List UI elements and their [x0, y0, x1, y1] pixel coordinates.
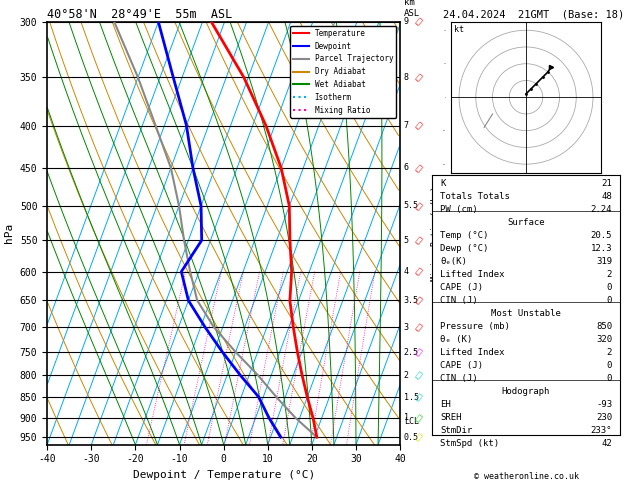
Text: ≫: ≫: [414, 432, 423, 442]
Text: ≫: ≫: [414, 413, 423, 423]
Text: ≫: ≫: [414, 235, 423, 245]
Text: 20.5: 20.5: [591, 231, 612, 240]
Text: 2: 2: [404, 371, 409, 380]
Text: StmDir: StmDir: [440, 426, 472, 435]
Text: θₑ (K): θₑ (K): [440, 335, 472, 344]
Text: 8: 8: [266, 445, 270, 450]
Text: 0.5: 0.5: [404, 433, 419, 442]
Text: StmSpd (kt): StmSpd (kt): [440, 439, 499, 448]
Text: CIN (J): CIN (J): [440, 374, 477, 383]
Text: 6: 6: [248, 445, 252, 450]
Text: Dewp (°C): Dewp (°C): [440, 244, 488, 253]
Text: ≫: ≫: [414, 163, 423, 173]
Text: ≫: ≫: [414, 295, 423, 306]
Text: 25: 25: [343, 445, 350, 450]
Text: Most Unstable: Most Unstable: [491, 309, 561, 318]
Text: Lifted Index: Lifted Index: [440, 270, 504, 279]
Text: 12.3: 12.3: [591, 244, 612, 253]
Text: Lifted Index: Lifted Index: [440, 348, 504, 357]
Text: 3: 3: [205, 445, 209, 450]
Text: km
ASL: km ASL: [404, 0, 420, 17]
Text: 2.5: 2.5: [404, 347, 419, 357]
Text: ≫: ≫: [414, 121, 423, 131]
Text: CAPE (J): CAPE (J): [440, 361, 483, 370]
Text: 2.24: 2.24: [591, 205, 612, 214]
Text: -93: -93: [596, 400, 612, 409]
Text: PW (cm): PW (cm): [440, 205, 477, 214]
Text: 10: 10: [279, 445, 287, 450]
Text: ≫: ≫: [414, 266, 423, 277]
Text: θₑ(K): θₑ(K): [440, 257, 467, 266]
Text: 2: 2: [607, 348, 612, 357]
Text: 0: 0: [607, 361, 612, 370]
Text: 1.5: 1.5: [404, 393, 419, 401]
Text: 2: 2: [182, 445, 186, 450]
Text: LCL: LCL: [404, 417, 419, 426]
Text: 1: 1: [404, 413, 409, 422]
Text: 0: 0: [607, 296, 612, 305]
Text: Temp (°C): Temp (°C): [440, 231, 488, 240]
Text: 2: 2: [607, 270, 612, 279]
Text: 319: 319: [596, 257, 612, 266]
Text: 15: 15: [306, 445, 314, 450]
Text: 1: 1: [145, 445, 148, 450]
Text: 7: 7: [404, 121, 409, 130]
Text: 5.5: 5.5: [404, 201, 419, 210]
Text: 3: 3: [404, 323, 409, 331]
Text: CAPE (J): CAPE (J): [440, 283, 483, 292]
Text: ≫: ≫: [414, 201, 423, 211]
Text: 42: 42: [601, 439, 612, 448]
Y-axis label: hPa: hPa: [4, 223, 14, 243]
Text: Mixing Ratio (g/kg): Mixing Ratio (g/kg): [431, 186, 440, 281]
Text: ≫: ≫: [414, 392, 423, 402]
Text: 4: 4: [223, 445, 226, 450]
Text: CIN (J): CIN (J): [440, 296, 477, 305]
Text: kt: kt: [454, 25, 464, 34]
Text: 0: 0: [607, 283, 612, 292]
Text: ≫: ≫: [414, 347, 423, 357]
X-axis label: Dewpoint / Temperature (°C): Dewpoint / Temperature (°C): [133, 470, 314, 480]
Text: 5: 5: [404, 236, 409, 245]
Text: K: K: [440, 179, 445, 188]
Text: 21: 21: [601, 179, 612, 188]
Text: 0: 0: [607, 374, 612, 383]
Legend: Temperature, Dewpoint, Parcel Trajectory, Dry Adiabat, Wet Adiabat, Isotherm, Mi: Temperature, Dewpoint, Parcel Trajectory…: [290, 26, 396, 118]
Text: EH: EH: [440, 400, 451, 409]
Text: 48: 48: [601, 192, 612, 201]
Text: Pressure (mb): Pressure (mb): [440, 322, 510, 331]
Text: Surface: Surface: [507, 218, 545, 227]
Text: 40°58'N  28°49'E  55m  ASL: 40°58'N 28°49'E 55m ASL: [47, 8, 233, 21]
Text: 850: 850: [596, 322, 612, 331]
Title: 24.04.2024  21GMT  (Base: 18): 24.04.2024 21GMT (Base: 18): [443, 10, 624, 20]
Text: ≫: ≫: [414, 72, 423, 83]
Text: 9: 9: [404, 17, 409, 26]
Text: ≫: ≫: [414, 17, 423, 27]
Text: Totals Totals: Totals Totals: [440, 192, 510, 201]
Text: 20: 20: [326, 445, 335, 450]
Text: 230: 230: [596, 413, 612, 422]
Text: 4: 4: [404, 267, 409, 276]
Text: 320: 320: [596, 335, 612, 344]
Text: SREH: SREH: [440, 413, 462, 422]
Text: 6: 6: [404, 163, 409, 173]
Text: © weatheronline.co.uk: © weatheronline.co.uk: [474, 472, 579, 481]
Text: 8: 8: [404, 73, 409, 82]
Text: Hodograph: Hodograph: [502, 387, 550, 396]
Text: 3.5: 3.5: [404, 296, 419, 305]
Text: ≫: ≫: [414, 370, 423, 381]
Text: ≫: ≫: [414, 322, 423, 332]
Text: 233°: 233°: [591, 426, 612, 435]
